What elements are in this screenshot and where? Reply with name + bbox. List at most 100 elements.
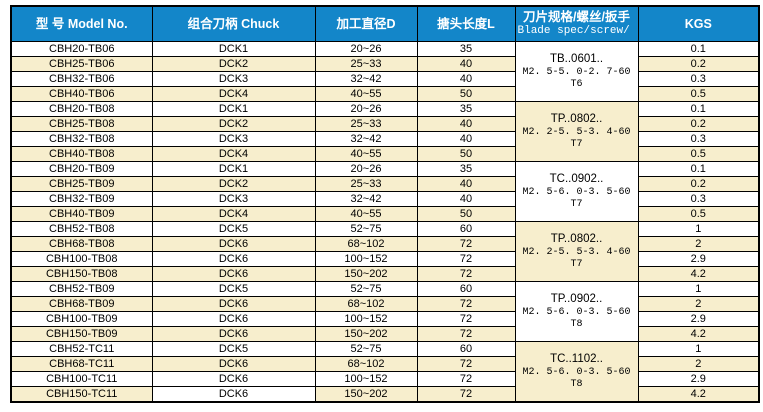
column-header-chuck: 组合刀柄 Chuck bbox=[151, 5, 316, 42]
cell-diameter: 100~152 bbox=[314, 251, 418, 267]
blade-spec-line2: M2. 2-5. 5-3. 4-60 bbox=[522, 247, 631, 258]
blade-spec-line3: T6 bbox=[570, 79, 583, 90]
table-row: CBH20-TB08 DCK1 20~26 35 TP..0802.. M2. 2-5. … bbox=[10, 101, 760, 162]
column-header-blade-spec-label: 刀片规格/螺丝/扳手 bbox=[523, 10, 630, 24]
cell-kgs: 0.3 bbox=[637, 191, 760, 207]
table-row: CBH40-TB09 DCK4 40~55 50 0.5 bbox=[10, 206, 760, 222]
cell-length: 60 bbox=[416, 341, 516, 357]
table-body: CBH20-TB06 DCK1 20~26 35 TB..0601.. M2. 5-5. … bbox=[10, 41, 760, 403]
column-header-model-label: 型 号 Model No. bbox=[35, 16, 128, 31]
cell-length: 50 bbox=[416, 146, 516, 162]
table-row: CBH20-TB06 DCK1 20~26 35 TB..0601.. M2. 5-5. … bbox=[10, 41, 760, 102]
cell-model: CBH20-TB09 bbox=[10, 161, 153, 177]
cell-model: CBH25-TB08 bbox=[10, 116, 153, 132]
blade-spec-line2: M2. 5-6. 0-3. 5-60 bbox=[522, 367, 631, 378]
cell-chuck: DCK3 bbox=[151, 71, 316, 87]
table-row: CBH32-TB09 DCK3 32~42 40 0.3 bbox=[10, 191, 760, 207]
cell-diameter: 25~33 bbox=[314, 56, 418, 72]
table-row: CBH25-TB06 DCK2 25~33 40 0.2 bbox=[10, 56, 760, 72]
table-header: 型 号 Model No. 组合刀柄 Chuck 加工直径D 搪头长度L 刀片规… bbox=[10, 5, 760, 42]
cell-length: 35 bbox=[416, 41, 516, 57]
table-row: CBH25-TB08 DCK2 25~33 40 0.2 bbox=[10, 116, 760, 132]
cell-blade-spec-merged: TC..0902.. M2. 5-6. 0-3. 5-60 T7 bbox=[514, 161, 639, 222]
cell-blade-spec-merged: TC..1102.. M2. 5-6. 0-3. 5-60 T8 bbox=[514, 341, 639, 403]
cell-model: CBH68-TB08 bbox=[10, 236, 153, 252]
cell-model: CBH40-TB09 bbox=[10, 206, 153, 222]
blade-spec-line1: TP..0902.. bbox=[550, 293, 603, 305]
cell-model: CBH100-TC11 bbox=[10, 371, 153, 387]
cell-model: CBH32-TB06 bbox=[10, 71, 153, 87]
table-row: CBH150-TB08 DCK6 150~202 72 4.2 bbox=[10, 266, 760, 282]
cell-kgs: 1 bbox=[637, 221, 760, 237]
cell-chuck: DCK6 bbox=[151, 251, 316, 267]
cell-length: 50 bbox=[416, 206, 516, 222]
cell-model: CBH32-TB09 bbox=[10, 191, 153, 207]
cell-length: 72 bbox=[416, 356, 516, 372]
cell-length: 72 bbox=[416, 386, 516, 403]
cell-kgs: 0.5 bbox=[637, 146, 760, 162]
cell-length: 40 bbox=[416, 116, 516, 132]
cell-model: CBH68-TC11 bbox=[10, 356, 153, 372]
table-row: CBH52-TB08 DCK5 52~75 60 TP..0802.. M2. 2-5. … bbox=[10, 221, 760, 282]
cell-diameter: 68~102 bbox=[314, 296, 418, 312]
blade-spec-line1: TC..1102.. bbox=[550, 353, 603, 365]
cell-chuck: DCK4 bbox=[151, 206, 316, 222]
column-header-diameter-label: 加工直径D bbox=[336, 16, 396, 31]
cell-diameter: 150~202 bbox=[314, 326, 418, 342]
cell-blade-spec-merged: TB..0601.. M2. 5-5. 0-2. 7-60 T6 bbox=[514, 41, 639, 102]
cell-chuck: DCK6 bbox=[151, 311, 316, 327]
cell-model: CBH32-TB08 bbox=[10, 131, 153, 147]
cell-length: 72 bbox=[416, 296, 516, 312]
cell-kgs: 0.3 bbox=[637, 71, 760, 87]
table-row: CBH100-TB08 DCK6 100~152 72 2.9 bbox=[10, 251, 760, 267]
blade-spec-line3: T8 bbox=[570, 379, 583, 390]
cell-diameter: 32~42 bbox=[314, 71, 418, 87]
table-row: CBH40-TB08 DCK4 40~55 50 0.5 bbox=[10, 146, 760, 162]
cell-chuck: DCK3 bbox=[151, 131, 316, 147]
cell-kgs: 4.2 bbox=[637, 326, 760, 342]
cell-diameter: 20~26 bbox=[314, 161, 418, 177]
cell-diameter: 32~42 bbox=[314, 131, 418, 147]
cell-diameter: 20~26 bbox=[314, 41, 418, 57]
cell-blade-spec-merged: TP..0802.. M2. 2-5. 5-3. 4-60 T7 bbox=[514, 221, 639, 282]
column-header-kgs: KGS bbox=[637, 5, 760, 42]
cell-model: CBH40-TB08 bbox=[10, 146, 153, 162]
table-row: CBH68-TB09 DCK6 68~102 72 2 bbox=[10, 296, 760, 312]
column-header-chuck-label: 组合刀柄 Chuck bbox=[187, 16, 280, 31]
cell-chuck: DCK4 bbox=[151, 86, 316, 102]
cell-length: 35 bbox=[416, 161, 516, 177]
blade-spec-line1: TC..0902.. bbox=[549, 173, 604, 185]
cell-diameter: 25~33 bbox=[314, 116, 418, 132]
cell-length: 60 bbox=[416, 281, 516, 297]
cell-kgs: 2.9 bbox=[637, 371, 760, 387]
cell-model: CBH100-TB08 bbox=[10, 251, 153, 267]
cell-blade-spec-merged: TP..0902.. M2. 5-6. 0-3. 5-60 T8 bbox=[514, 281, 639, 342]
cell-model: CBH52-TC11 bbox=[10, 341, 153, 357]
cell-model: CBH40-TB06 bbox=[10, 86, 153, 102]
table-row: CBH25-TB09 DCK2 25~33 40 0.2 bbox=[10, 176, 760, 192]
blade-spec-line1: TB..0601.. bbox=[549, 53, 604, 65]
cell-chuck: DCK5 bbox=[151, 341, 316, 357]
table-row: CBH52-TB09 DCK5 52~75 60 TP..0902.. M2. 5-6. … bbox=[10, 281, 760, 342]
column-header-model: 型 号 Model No. bbox=[10, 5, 153, 42]
cell-model: CBH150-TB09 bbox=[10, 326, 153, 342]
cell-diameter: 32~42 bbox=[314, 191, 418, 207]
cell-model: CBH52-TB09 bbox=[10, 281, 153, 297]
cell-kgs: 2 bbox=[637, 356, 760, 372]
cell-diameter: 25~33 bbox=[314, 176, 418, 192]
cell-chuck: DCK5 bbox=[151, 221, 316, 237]
cell-chuck: DCK5 bbox=[151, 281, 316, 297]
cell-chuck: DCK2 bbox=[151, 116, 316, 132]
cell-diameter: 100~152 bbox=[314, 311, 418, 327]
cell-diameter: 150~202 bbox=[314, 266, 418, 282]
cell-chuck: DCK6 bbox=[151, 236, 316, 252]
cell-model: CBH25-TB09 bbox=[10, 176, 153, 192]
cell-chuck: DCK4 bbox=[151, 146, 316, 162]
cell-chuck: DCK1 bbox=[151, 101, 316, 117]
cell-model: CBH100-TB09 bbox=[10, 311, 153, 327]
cell-diameter: 52~75 bbox=[314, 281, 418, 297]
blade-spec-line2: M2. 2-5. 5-3. 4-60 bbox=[522, 127, 631, 138]
cell-kgs: 0.1 bbox=[637, 161, 760, 177]
cell-kgs: 2 bbox=[637, 236, 760, 252]
blade-spec-line3: T8 bbox=[570, 319, 583, 330]
